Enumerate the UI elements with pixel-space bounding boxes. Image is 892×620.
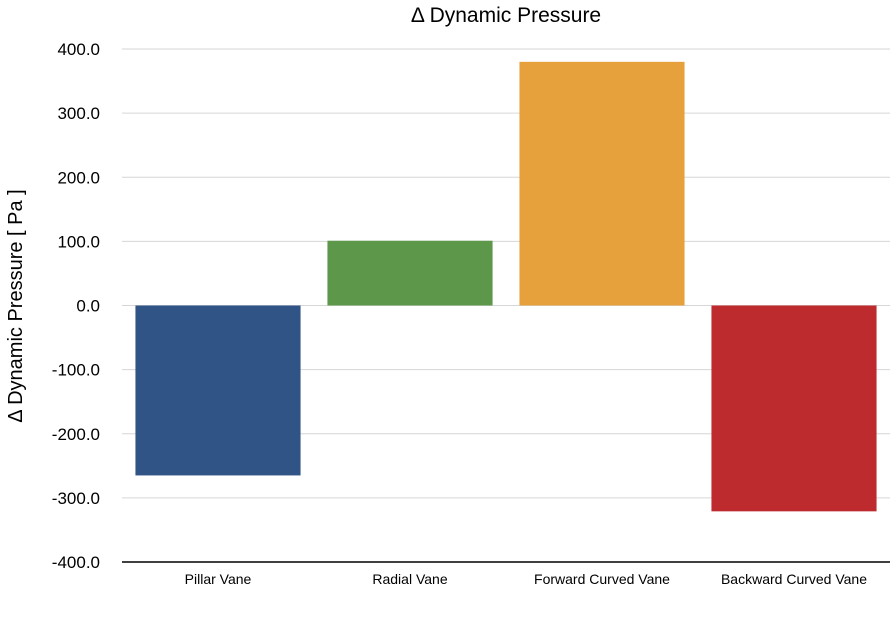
y-tick-label: -200.0: [52, 425, 100, 444]
y-tick-label: 0.0: [76, 297, 100, 316]
x-axis-ticks: Pillar Vane Radial Vane Forward Curved Van…: [185, 571, 868, 587]
y-tick-label: 200.0: [57, 168, 100, 187]
y-tick-label: 300.0: [57, 104, 100, 123]
y-tick-label: 100.0: [57, 232, 100, 251]
x-tick-label: Pillar Vane: [185, 571, 252, 587]
y-tick-label: 400.0: [57, 40, 100, 59]
x-tick-label: Backward Curved Vane: [721, 571, 867, 587]
y-axis-ticks: 400.0 300.0 200.0 100.0 0.0 -100.0 -200.0 -300.…: [52, 40, 100, 572]
bar-radial-vane: [327, 240, 493, 306]
bar-backward-curved-vane: [711, 305, 877, 512]
x-tick-label: Forward Curved Vane: [534, 571, 670, 587]
y-tick-label: -400.0: [52, 553, 100, 572]
chart-title: Δ Dynamic Pressure: [411, 4, 601, 27]
x-tick-label: Radial Vane: [372, 571, 447, 587]
bars: [135, 61, 877, 512]
y-tick-label: -300.0: [52, 489, 100, 508]
y-axis-label: Δ Dynamic Pressure [ Pa ]: [5, 189, 27, 422]
y-tick-label: -100.0: [52, 361, 100, 380]
bar-pillar-vane: [135, 305, 301, 476]
bar-forward-curved-vane: [519, 61, 685, 306]
